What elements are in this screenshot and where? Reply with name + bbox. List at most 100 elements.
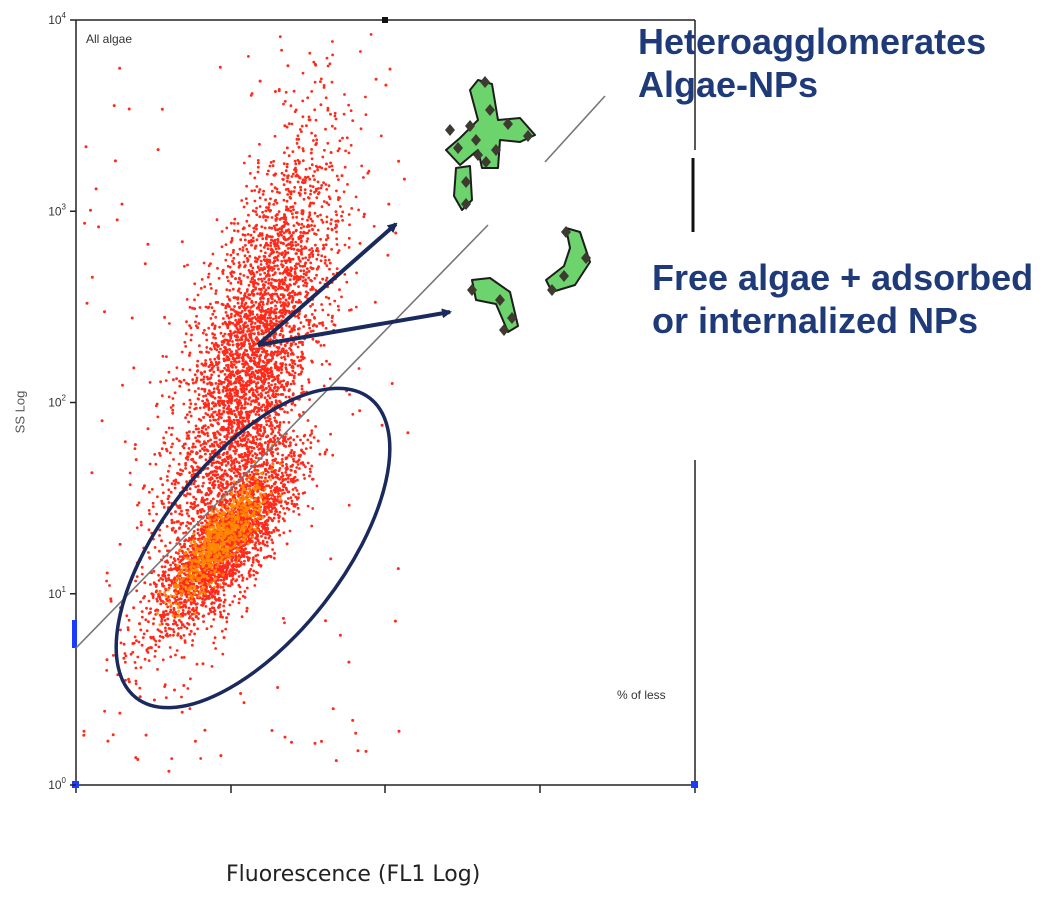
data-point — [333, 299, 337, 303]
data-point — [327, 184, 331, 188]
data-point — [177, 462, 181, 466]
data-point — [297, 291, 301, 295]
data-point — [272, 556, 276, 560]
data-point — [196, 484, 200, 488]
data-point — [295, 262, 298, 266]
data-point — [230, 312, 233, 316]
data-point — [231, 387, 235, 391]
data-point — [217, 276, 221, 280]
data-point — [313, 80, 317, 84]
data-point — [164, 626, 167, 630]
data-point — [242, 205, 246, 209]
data-point — [224, 243, 228, 247]
data-point — [308, 467, 312, 471]
data-point — [245, 387, 248, 391]
data-point — [263, 367, 267, 370]
data-point — [164, 609, 168, 613]
data-point — [194, 468, 197, 472]
data-point — [223, 435, 227, 438]
data-point — [260, 288, 263, 292]
data-point — [171, 442, 175, 446]
data-point — [127, 618, 131, 622]
data-point — [324, 259, 327, 262]
data-point — [267, 310, 270, 314]
data-point — [200, 426, 204, 430]
data-point — [266, 406, 269, 410]
data-point — [125, 614, 129, 618]
data-point — [295, 466, 299, 469]
data-point — [233, 399, 237, 402]
data-point — [274, 238, 277, 242]
data-point — [231, 287, 235, 291]
data-point — [223, 366, 227, 370]
data-point — [188, 398, 192, 402]
data-point — [136, 655, 140, 659]
data-point — [289, 348, 293, 352]
data-point — [275, 242, 279, 246]
data-point — [206, 306, 210, 310]
data-point — [253, 544, 257, 547]
data-point — [221, 458, 225, 462]
data-point — [260, 534, 263, 538]
data-point — [250, 243, 253, 247]
data-point — [309, 189, 313, 193]
data-point — [204, 452, 207, 456]
data-point — [189, 505, 193, 509]
data-point — [254, 363, 258, 367]
data-point — [208, 358, 212, 361]
data-point — [255, 313, 259, 317]
data-point — [187, 623, 191, 626]
data-point — [235, 322, 239, 326]
data-point — [215, 467, 219, 470]
data-point — [184, 416, 188, 419]
data-point — [322, 84, 326, 87]
data-point — [328, 377, 332, 381]
data-point — [286, 222, 290, 226]
data-point — [221, 270, 225, 273]
data-point — [283, 355, 286, 359]
data-point — [379, 134, 383, 138]
data-point — [204, 359, 208, 362]
data-point — [156, 668, 159, 671]
data-point — [202, 364, 205, 367]
data-point — [228, 393, 232, 397]
data-point — [237, 601, 241, 605]
data-point — [247, 327, 251, 331]
data-point — [242, 433, 246, 437]
data-point — [189, 501, 193, 505]
data-point — [167, 370, 171, 374]
data-point — [248, 396, 252, 399]
data-point — [200, 498, 204, 501]
data-point — [240, 356, 244, 359]
data-point — [288, 180, 292, 184]
data-point — [297, 285, 300, 288]
data-point — [325, 264, 329, 267]
data-point — [240, 297, 243, 301]
data-point — [169, 555, 173, 559]
data-point — [253, 584, 257, 587]
data-point — [250, 238, 253, 242]
data-point — [277, 431, 280, 434]
data-point — [235, 390, 239, 393]
data-point — [206, 399, 210, 403]
data-point — [191, 466, 195, 469]
data-point — [280, 171, 284, 175]
data-point — [245, 290, 249, 293]
data-point — [318, 281, 322, 285]
data-point — [289, 205, 293, 209]
data-point — [202, 509, 206, 513]
data-point — [324, 167, 327, 171]
data-point — [261, 237, 265, 241]
data-point — [266, 416, 270, 419]
data-point — [309, 261, 313, 265]
data-point — [224, 305, 228, 308]
data-point — [259, 321, 262, 325]
data-point — [306, 438, 310, 442]
data-point — [307, 229, 311, 233]
data-point — [272, 344, 276, 347]
data-point — [201, 331, 205, 335]
data-point — [222, 403, 225, 407]
data-point — [205, 375, 209, 379]
data-point — [326, 106, 330, 110]
